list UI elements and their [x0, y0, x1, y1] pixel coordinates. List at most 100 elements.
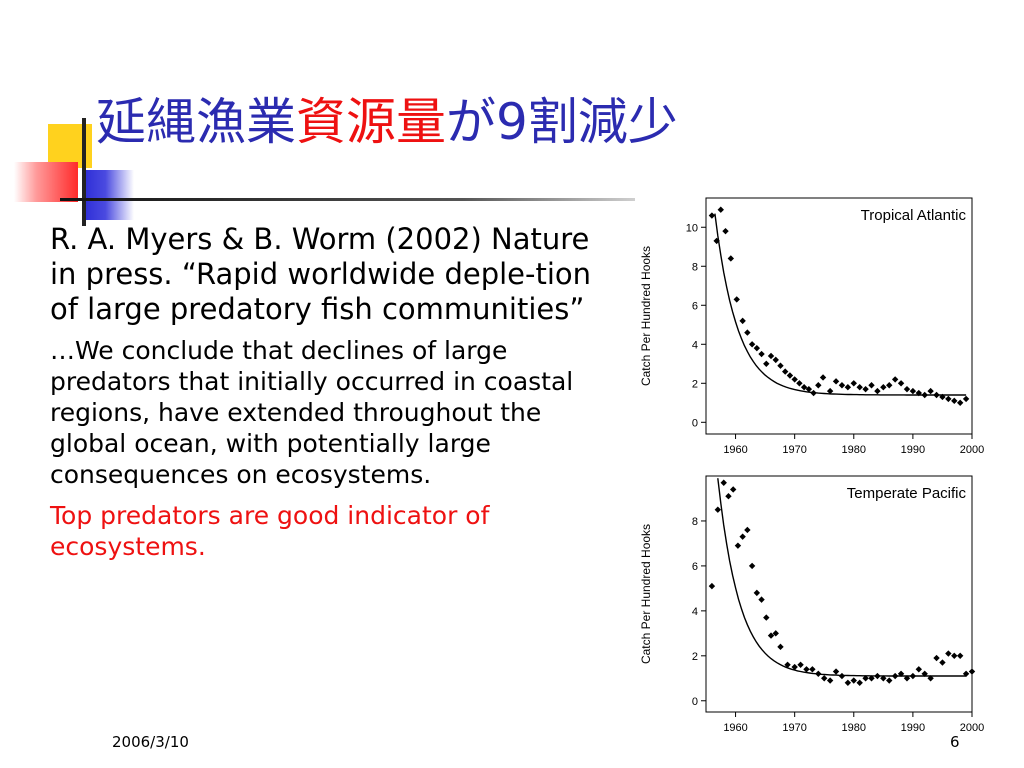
data-point — [874, 387, 881, 395]
y-tick-label: 2 — [692, 651, 698, 663]
x-tick-label: 1960 — [723, 722, 747, 734]
y-tick-label: 0 — [692, 696, 698, 708]
data-point — [915, 666, 922, 673]
data-point — [868, 382, 875, 389]
data-point — [956, 652, 964, 660]
data-point — [717, 206, 724, 213]
data-point — [758, 350, 765, 358]
data-point — [880, 383, 887, 391]
data-point — [832, 668, 840, 675]
reference-text: R. A. Myers & B. Worm (2002) Nature in p… — [50, 222, 592, 327]
data-point — [921, 391, 928, 399]
y-tick-label: 6 — [692, 300, 698, 312]
data-point — [725, 493, 732, 500]
data-point — [844, 679, 852, 686]
data-point — [838, 672, 846, 680]
fit-curve — [717, 478, 967, 677]
data-point — [874, 672, 881, 680]
data-point — [832, 378, 840, 385]
y-tick-label: 8 — [692, 516, 698, 528]
x-tick-label: 1970 — [782, 722, 806, 734]
y-tick-label: 6 — [692, 561, 698, 573]
data-point — [951, 652, 958, 660]
title-highlight: 資源量 — [296, 93, 446, 151]
data-point — [758, 596, 765, 603]
data-point — [786, 372, 794, 379]
x-tick-label: 1990 — [901, 722, 925, 734]
data-point — [810, 389, 817, 397]
data-point — [714, 506, 722, 513]
data-point — [850, 677, 857, 684]
data-point — [844, 383, 852, 391]
y-axis-label: Catch Per Hundred Hooks — [639, 524, 653, 664]
data-point — [734, 542, 742, 549]
data-point — [753, 589, 761, 597]
note-text: Top predators are good indicator of ecos… — [50, 501, 490, 562]
data-point — [939, 659, 946, 666]
data-point — [739, 317, 746, 325]
plot-frame — [705, 197, 973, 435]
data-point — [968, 668, 976, 675]
decor-blue-square — [82, 170, 134, 220]
data-point — [909, 672, 917, 680]
data-point — [891, 672, 899, 680]
decor-red-square — [14, 162, 78, 202]
x-tick-label: 1980 — [842, 444, 866, 456]
title-prefix: 延縄漁業 — [96, 93, 296, 151]
data-point — [744, 526, 751, 534]
data-point — [777, 362, 784, 369]
data-point — [791, 376, 798, 383]
data-point — [763, 614, 770, 621]
data-point — [951, 397, 958, 405]
data-point — [945, 395, 952, 403]
data-point — [708, 212, 716, 219]
data-point — [933, 654, 940, 662]
fit-curve — [714, 213, 967, 396]
data-point — [727, 255, 735, 262]
data-point — [891, 376, 899, 383]
data-point — [809, 666, 816, 673]
data-point — [796, 380, 803, 387]
x-tick-label: 1960 — [723, 444, 747, 456]
data-point — [729, 486, 737, 493]
data-point — [772, 356, 779, 364]
data-point — [739, 533, 746, 540]
x-tick-label: 1980 — [842, 722, 866, 734]
y-tick-label: 4 — [692, 339, 698, 351]
chart-title: Temperate Pacific — [847, 485, 967, 502]
data-point — [915, 389, 922, 397]
data-point — [805, 385, 813, 393]
data-point — [838, 382, 846, 389]
y-tick-label: 8 — [692, 261, 698, 273]
data-point — [868, 675, 875, 682]
data-point — [815, 382, 822, 389]
x-tick-label: 1970 — [782, 444, 806, 456]
data-point — [819, 374, 827, 381]
data-point — [720, 479, 727, 486]
data-point — [909, 387, 917, 395]
x-tick-label: 2000 — [960, 722, 984, 734]
data-point — [767, 632, 775, 639]
data-point — [797, 661, 804, 668]
y-axis-label: Catch Per Hundred Hooks — [639, 246, 653, 386]
x-tick-label: 1990 — [901, 444, 925, 456]
data-point — [945, 650, 952, 657]
slide-body: R. A. Myers & B. Worm (2002) Nature in p… — [50, 222, 620, 562]
data-point — [733, 296, 740, 303]
data-point — [927, 387, 934, 395]
data-point — [748, 562, 756, 570]
data-point — [886, 677, 893, 684]
plot-frame — [705, 475, 973, 713]
data-point — [862, 385, 869, 393]
title-suffix: が9割減少 — [446, 93, 678, 151]
quote-text: …We conclude that declines of large pred… — [50, 336, 574, 490]
chart-title: Tropical Atlantic — [861, 207, 967, 224]
data-point — [886, 382, 893, 389]
footer-date: 2006/3/10 — [112, 733, 189, 751]
x-tick-label: 2000 — [960, 444, 984, 456]
data-point — [748, 341, 756, 348]
slide-title: 延縄漁業資源量が9割減少 — [96, 82, 678, 154]
y-tick-label: 4 — [692, 606, 698, 618]
data-point — [821, 675, 828, 682]
data-point — [767, 352, 775, 360]
